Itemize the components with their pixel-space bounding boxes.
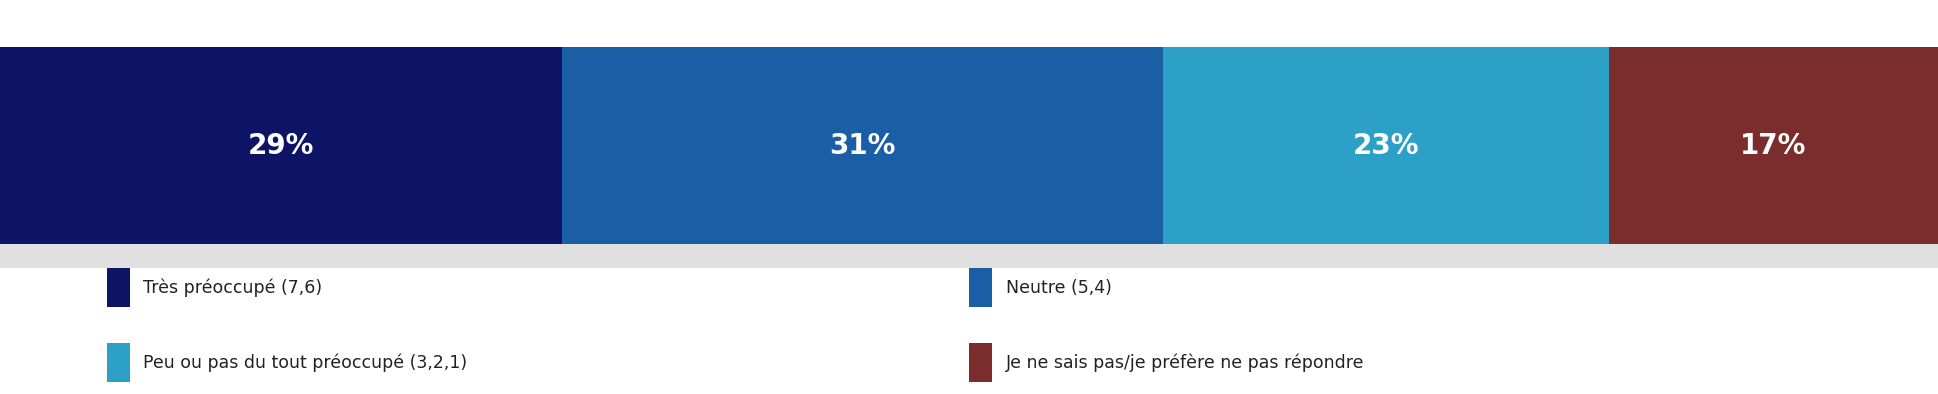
Bar: [562, 47, 1163, 244]
Bar: [107, 268, 130, 307]
Bar: [969, 343, 992, 382]
Text: Peu ou pas du tout préoccupé (3,2,1): Peu ou pas du tout préoccupé (3,2,1): [143, 353, 467, 372]
Bar: [1163, 47, 1609, 244]
Bar: [969, 268, 992, 307]
Text: 23%: 23%: [1353, 132, 1419, 160]
Text: Très préoccupé (7,6): Très préoccupé (7,6): [143, 279, 322, 297]
Text: 17%: 17%: [1740, 132, 1806, 160]
Bar: [0, 244, 1938, 268]
Bar: [0, 47, 562, 244]
Bar: [107, 343, 130, 382]
Text: Neutre (5,4): Neutre (5,4): [1006, 279, 1112, 297]
Text: Je ne sais pas/je préfère ne pas répondre: Je ne sais pas/je préfère ne pas répondr…: [1006, 353, 1364, 372]
Text: 29%: 29%: [248, 132, 314, 160]
Bar: [1609, 47, 1938, 244]
Text: 31%: 31%: [829, 132, 895, 160]
